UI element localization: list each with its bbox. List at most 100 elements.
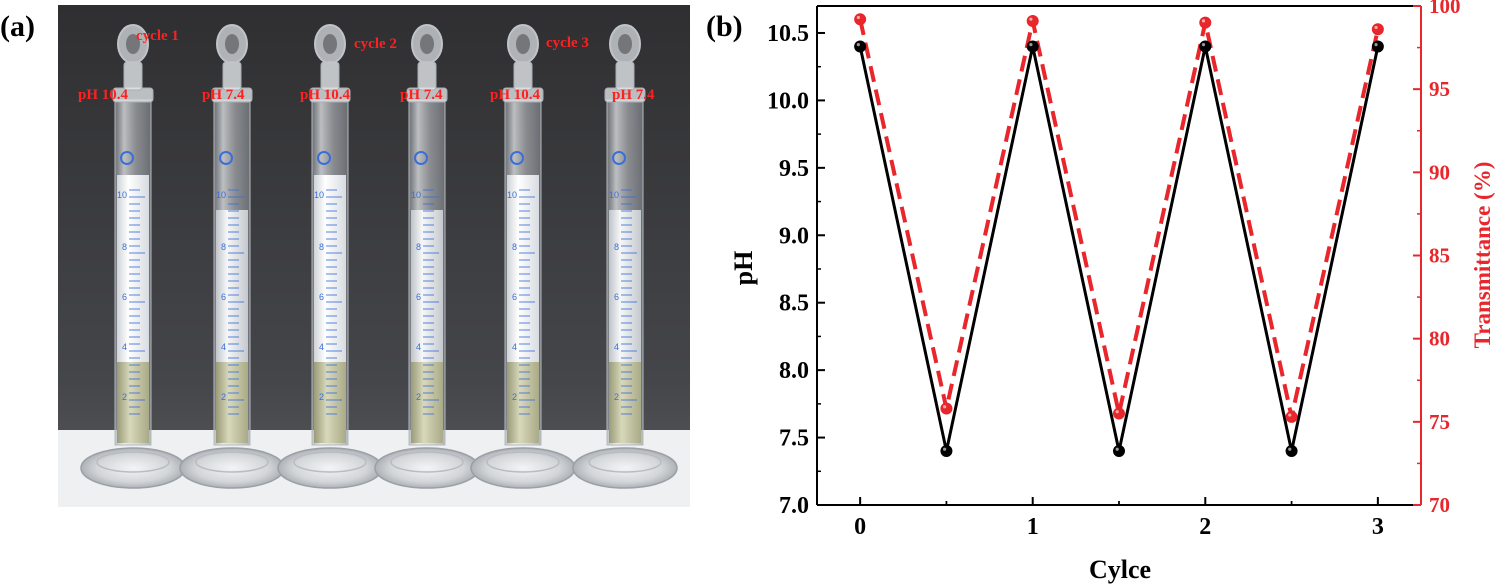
transmittance-point <box>1113 407 1125 420</box>
graduation-number: 4 <box>122 342 127 352</box>
cycle-label: cycle 3 <box>546 35 589 51</box>
cycle-label: cycle 1 <box>136 28 179 44</box>
cycle-label: cycle 2 <box>354 36 397 52</box>
liquid-layer <box>216 362 248 443</box>
graduation-number: 4 <box>614 342 619 352</box>
y2-tick-label: 85 <box>1429 244 1450 268</box>
ph-label: pH 7.4 <box>612 87 655 103</box>
liquid-layer <box>314 362 346 443</box>
stopper-hole <box>323 34 337 54</box>
y-tick-label: 9.5 <box>779 156 809 182</box>
graduation-number: 6 <box>416 292 421 302</box>
graduation-number: 6 <box>512 292 517 302</box>
graduation-number: 2 <box>122 392 127 402</box>
y-tick-label: 10.0 <box>767 88 809 114</box>
cylinder: 10 8 6 4 2 pH 10.4 cycle 2 <box>277 24 397 489</box>
foam-layer <box>117 175 149 362</box>
stopper-hole <box>420 34 434 54</box>
cylinder-base <box>277 447 383 489</box>
liquid-layer <box>507 362 539 443</box>
cylinder: 10 8 6 4 2 pH 10.4 cycle 1 <box>78 24 186 489</box>
graduation-number: 2 <box>319 392 324 402</box>
brand-logo-icon <box>219 151 233 165</box>
graduation-number: 4 <box>416 342 421 352</box>
brand-logo-icon <box>612 151 626 165</box>
point-highlight <box>1201 19 1206 23</box>
transmittance-point <box>1285 410 1298 423</box>
x-tick-label: 0 <box>854 514 866 540</box>
photo-panel: 10 8 6 4 2 pH 10.4 cycle 1 10 8 6 4 2 pH 7.4 10 8 6 4 2 pH… <box>58 5 690 507</box>
cylinder-base-rim <box>486 451 560 473</box>
stopper-hole <box>618 34 632 54</box>
graduation-number: 8 <box>614 242 619 252</box>
graduation-number: 10 <box>216 190 226 200</box>
liquid-layer <box>411 362 443 443</box>
cylinder-base <box>470 447 576 489</box>
chart-axes: 0 1 2 3 7.0 7.5 8.0 8.5 9.0 9.5 10.0 10.5 70 75 80 85 90… <box>767 0 1461 540</box>
x-tick-label: 3 <box>1372 514 1384 540</box>
ph-point <box>1199 40 1212 53</box>
cylinder-base-rim <box>390 451 464 473</box>
transmittance-point <box>1026 14 1039 27</box>
liquid-layer <box>609 362 641 443</box>
graduation-number: 4 <box>221 342 226 352</box>
clear-layer <box>411 210 443 362</box>
cylinder: 10 8 6 4 2 pH 10.4 cycle 3 <box>470 24 589 489</box>
stopper-hole <box>126 34 140 54</box>
cylinder-base <box>179 447 285 489</box>
y-tick-label: 9.0 <box>779 223 809 249</box>
stopper-plug <box>615 61 635 91</box>
point-highlight <box>1374 25 1378 30</box>
ph-series-line <box>858 46 1380 452</box>
y-tick-label: 7.5 <box>779 426 809 452</box>
stopper-plug <box>320 61 340 91</box>
ph-label: pH 7.4 <box>202 87 245 103</box>
stopper-plug <box>417 61 437 91</box>
y2-tick-label: 75 <box>1429 410 1450 434</box>
clear-layer <box>216 210 248 362</box>
x-axis-title: Cylce <box>1089 555 1151 584</box>
stopper-plug <box>222 61 242 91</box>
graduation-number: 2 <box>221 392 226 402</box>
brand-logo-icon <box>120 151 134 165</box>
graduation-number: 6 <box>221 292 226 302</box>
graduation-number: 10 <box>314 190 324 200</box>
x-tick-label: 2 <box>1199 514 1211 540</box>
transmittance-point <box>1199 16 1212 29</box>
clear-layer <box>609 210 641 362</box>
ph-point <box>940 445 953 458</box>
graduation-number: 8 <box>416 242 421 252</box>
panel-label-a: (a) <box>0 10 35 43</box>
brand-logo-icon <box>414 151 428 165</box>
cylinder-base <box>374 447 480 489</box>
cylinder: 10 8 6 4 2 pH 7.4 <box>179 24 285 489</box>
point-highlight <box>1288 447 1292 451</box>
ph-point <box>854 40 867 53</box>
stopper-plug <box>513 61 533 91</box>
transmittance-point <box>1371 23 1384 36</box>
stopper-hole <box>516 34 530 54</box>
graduation-number: 10 <box>117 190 127 200</box>
graduation-number: 2 <box>416 392 421 402</box>
point-highlight <box>1201 43 1206 47</box>
chart-panel: 0 1 2 3 7.0 7.5 8.0 8.5 9.0 9.5 10.0 10.5 70 75 80 85 90… <box>729 0 1495 584</box>
cylinder-base-rim <box>293 451 367 473</box>
y2-tick-label: 70 <box>1429 493 1450 517</box>
point-highlight <box>856 15 860 20</box>
point-highlight <box>943 447 947 451</box>
graduation-number: 10 <box>507 190 517 200</box>
cylinder: 10 8 6 4 2 pH 7.4 <box>374 24 480 489</box>
cylinder-base <box>80 447 186 489</box>
foam-layer <box>507 175 539 362</box>
transmittance-point <box>940 402 953 415</box>
graduation-number: 4 <box>512 342 517 352</box>
point-highlight <box>856 43 860 47</box>
chart-series-layer <box>854 13 1384 458</box>
brand-logo-icon <box>510 151 524 165</box>
y-tick-label: 8.5 <box>779 291 809 317</box>
brand-logo-icon <box>317 151 331 165</box>
ph-label: pH 7.4 <box>400 87 443 103</box>
point-highlight <box>943 405 947 409</box>
cylinder-base-rim <box>96 451 170 473</box>
